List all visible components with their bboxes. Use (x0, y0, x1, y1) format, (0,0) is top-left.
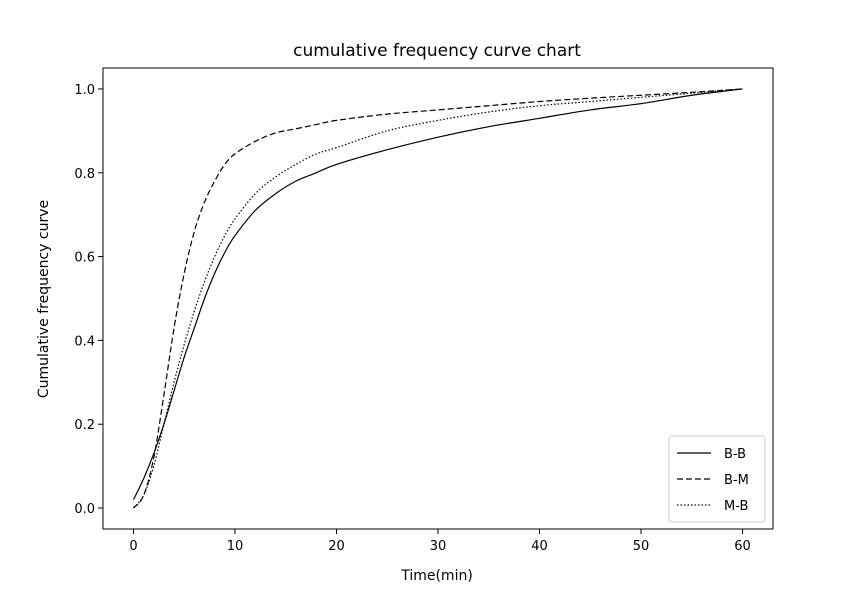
x-tick-label: 0 (129, 539, 137, 554)
series-lines (132, 88, 743, 509)
series-line-b-b (132, 88, 743, 500)
y-axis-label: Cumulative frequency curve (36, 200, 52, 398)
legend: B-B B-M M-B (668, 435, 766, 523)
legend-label: B-M (724, 473, 749, 488)
x-tick-label: 20 (328, 539, 345, 554)
x-tick-label: 50 (633, 539, 650, 554)
x-tick-label: 60 (734, 539, 751, 554)
y-tick-label: 0.0 (74, 502, 95, 517)
x-axis-ticks: 0 10 20 30 40 50 60 (129, 529, 751, 554)
y-axis-ticks: 0.0 0.2 0.4 0.6 0.8 1.0 (74, 83, 103, 517)
series-line-m-b (132, 88, 743, 509)
y-tick-label: 0.6 (74, 251, 95, 266)
y-tick-label: 0.8 (74, 167, 95, 182)
legend-label: M-B (724, 499, 748, 514)
series-line-b-m (132, 88, 743, 509)
x-tick-label: 30 (430, 539, 447, 554)
y-tick-label: 0.2 (74, 418, 95, 433)
chart-title: cumulative frequency curve chart (293, 41, 581, 61)
legend-box (668, 435, 766, 523)
y-tick-label: 1.0 (74, 83, 95, 98)
y-tick-label: 0.4 (74, 334, 95, 349)
x-axis-label: Time(min) (400, 568, 473, 584)
x-tick-label: 40 (531, 539, 548, 554)
x-tick-label: 10 (227, 539, 244, 554)
legend-label: B-B (724, 447, 746, 462)
